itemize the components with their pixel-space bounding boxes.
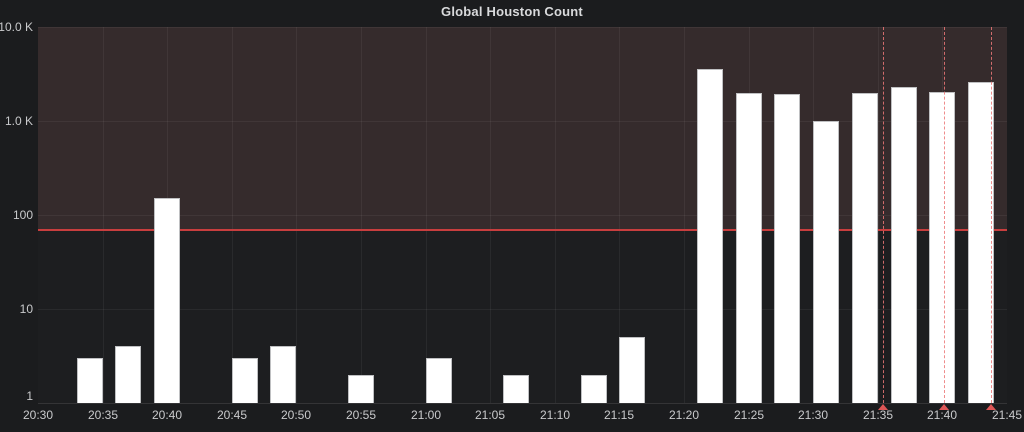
bar[interactable] [115,346,141,403]
bar[interactable] [581,375,607,403]
x-tick-label: 21:15 [604,408,635,422]
y-tick-label: 1 [26,389,33,403]
horizontal-gridline [38,27,1007,28]
horizontal-gridline [38,309,1007,310]
x-tick-label: 21:05 [475,408,506,422]
y-tick-label: 10.0 K [0,20,33,34]
bar[interactable] [426,358,452,403]
bar[interactable] [891,87,917,403]
x-tick-label: 20:55 [346,408,377,422]
vertical-gridline [296,27,297,403]
x-tick-label: 21:35 [863,408,894,422]
vertical-gridline [490,27,491,403]
annotation-marker-icon[interactable] [878,404,888,410]
bar[interactable] [813,121,839,403]
bar[interactable] [503,375,529,403]
plot-area[interactable] [38,27,1007,404]
panel-title: Global Houston Count [441,4,583,19]
bar[interactable] [348,375,374,403]
x-tick-label: 21:20 [669,408,700,422]
annotation-marker-icon[interactable] [986,404,996,410]
threshold-region [38,27,1007,230]
vertical-gridline [232,27,233,403]
vertical-gridline [555,27,556,403]
x-tick-label: 20:30 [23,408,54,422]
x-tick-label: 20:40 [152,408,183,422]
x-tick-label: 21:45 [992,408,1023,422]
bar[interactable] [232,358,258,403]
x-tick-label: 21:10 [540,408,571,422]
bar[interactable] [929,92,955,403]
bar[interactable] [270,346,296,403]
x-tick-label: 21:40 [927,408,958,422]
bar[interactable] [968,82,994,403]
vertical-gridline [361,27,362,403]
y-tick-label: 100 [12,208,33,222]
bar[interactable] [736,93,762,403]
vertical-gridline [103,27,104,403]
bar[interactable] [619,337,645,403]
annotation-line[interactable] [944,27,945,403]
y-tick-label: 10 [19,302,33,316]
bar[interactable] [697,69,723,403]
x-tick-label: 21:30 [798,408,829,422]
vertical-gridline [684,27,685,403]
y-tick-label: 1.0 K [4,114,33,128]
bar[interactable] [774,94,800,403]
x-tick-label: 20:50 [281,408,312,422]
x-tick-label: 21:00 [411,408,442,422]
vertical-gridline [878,27,879,403]
vertical-gridline [426,27,427,403]
bar[interactable] [154,198,180,403]
annotation-marker-icon[interactable] [939,404,949,410]
vertical-gridline [619,27,620,403]
x-tick-label: 21:25 [734,408,765,422]
horizontal-gridline [38,215,1007,216]
bar[interactable] [852,93,878,403]
x-tick-label: 20:35 [88,408,119,422]
x-tick-label: 20:45 [217,408,248,422]
bar[interactable] [77,358,103,403]
threshold-line [38,229,1007,231]
annotation-line[interactable] [991,27,992,403]
annotation-line[interactable] [883,27,884,403]
horizontal-gridline [38,121,1007,122]
